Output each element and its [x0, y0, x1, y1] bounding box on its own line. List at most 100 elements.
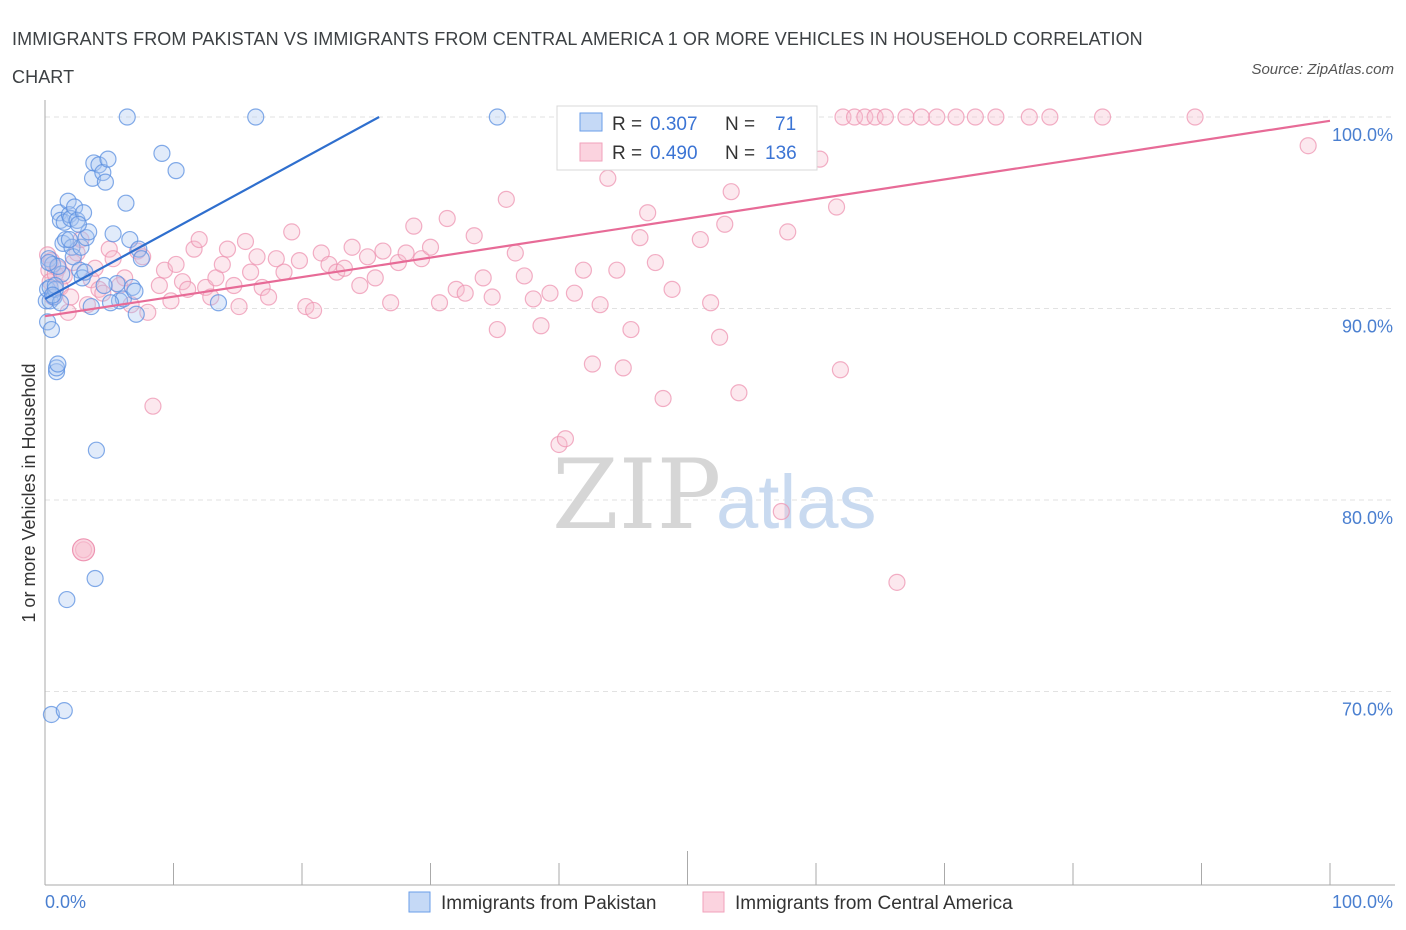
series-central-america [38, 108, 1317, 591]
data-point-central-america [506, 244, 524, 262]
data-point-central-america [897, 108, 915, 126]
data-point-pakistan [69, 215, 88, 233]
data-point-central-america [150, 276, 168, 295]
stats-n-label-pakistan: N = [725, 114, 755, 135]
x-tick-label: 100.0% [1332, 892, 1393, 912]
data-point-central-america [190, 230, 208, 249]
data-point-pakistan [132, 250, 150, 268]
stats-r-value-central-america: 0.490 [650, 143, 698, 164]
data-point-pakistan [40, 253, 58, 272]
data-point-central-america [405, 217, 423, 235]
legend: Immigrants from Pakistan Immigrants from… [408, 891, 1013, 914]
data-point-pakistan [82, 297, 100, 316]
chart-title: IMMIGRANTS FROM PAKISTAN VS IMMIGRANTS F… [12, 29, 1143, 87]
x-tick-label: 0.0% [45, 892, 86, 912]
data-point-central-america [483, 288, 501, 306]
data-point-central-america [185, 240, 203, 258]
data-point-central-america [430, 294, 449, 312]
data-point-central-america [382, 294, 400, 312]
data-point-central-america [488, 320, 506, 339]
data-point-pakistan [49, 257, 67, 275]
data-point-central-america [614, 359, 632, 377]
data-point-central-america [947, 108, 965, 126]
data-point-central-america [599, 169, 617, 187]
data-point-central-america [876, 108, 894, 126]
watermark-zip: ZIP [552, 439, 721, 551]
y-axis-label: 1 or more Vehicles in Household [19, 363, 39, 622]
data-point-central-america [1020, 108, 1038, 126]
data-point-central-america [716, 215, 734, 233]
y-tick-label: 90.0% [1342, 317, 1393, 337]
watermark-atlas: atlas [716, 460, 877, 545]
data-point-central-america [987, 108, 1005, 126]
data-point-pakistan [488, 108, 506, 126]
data-point-central-america [639, 204, 657, 222]
data-point-pakistan [127, 305, 145, 323]
data-point-pakistan [101, 294, 120, 312]
data-point-central-america [267, 250, 285, 268]
trend-line-central-america [44, 119, 1331, 318]
trend-lines [44, 116, 1331, 318]
data-point-central-america [290, 252, 309, 270]
series-pakistan [37, 108, 506, 724]
legend-label-central-america: Immigrants from Central America [735, 893, 1013, 914]
y-tick-label: 80.0% [1342, 508, 1393, 528]
data-point-central-america [779, 223, 797, 241]
x-tick-labels: 0.0% 100.0% [45, 892, 1393, 912]
data-point-pakistan [118, 108, 136, 126]
data-point-central-america [532, 317, 550, 335]
data-point-central-america [144, 397, 162, 415]
data-point-central-america [304, 301, 323, 320]
data-point-central-america [351, 276, 369, 295]
data-point-central-america [421, 238, 440, 256]
data-point-central-america [591, 296, 609, 314]
data-point-pakistan [60, 230, 79, 249]
stats-r-label-central-america: R = [612, 143, 642, 164]
data-point-central-america [358, 248, 377, 266]
data-point-central-america [646, 253, 664, 272]
data-point-pakistan [96, 173, 114, 191]
data-point-central-america [167, 255, 185, 274]
legend-label-pakistan: Immigrants from Pakistan [441, 893, 656, 914]
data-point-pakistan [247, 108, 265, 126]
data-point-central-america [497, 190, 515, 208]
data-point-pakistan [86, 569, 104, 588]
data-point-central-america [397, 244, 415, 262]
data-point-central-america [1186, 108, 1204, 126]
data-point-central-america [474, 269, 492, 287]
data-point-central-america [622, 320, 640, 339]
trend-line-pakistan [44, 116, 380, 300]
gridlines [45, 116, 1395, 692]
axes [44, 100, 1395, 886]
stats-r-label-pakistan: R = [612, 114, 642, 135]
data-point-central-america [465, 227, 483, 245]
data-point-pakistan [58, 590, 76, 609]
data-point-central-america [654, 389, 672, 408]
data-point-central-america [663, 280, 681, 298]
data-point-central-america [888, 573, 906, 591]
stats-r-value-pakistan: 0.307 [650, 114, 698, 135]
y-tick-label: 70.0% [1342, 700, 1393, 720]
data-point-pakistan [42, 320, 61, 339]
data-point-central-america [515, 267, 533, 285]
stats-box: R = 0.307 N = 71 R = 0.490 N = 136 [556, 105, 818, 171]
data-point-pakistan [87, 441, 106, 459]
data-point-central-america [343, 238, 361, 256]
data-point-central-america [912, 108, 930, 126]
data-point-pakistan [65, 198, 84, 216]
data-point-central-america [283, 223, 301, 241]
data-point-central-america [259, 288, 278, 306]
data-point-pakistan [95, 276, 113, 295]
data-point-central-america [730, 384, 748, 402]
data-point-central-america [583, 355, 602, 373]
data-point-central-america [827, 198, 846, 216]
stats-n-label-central-america: N = [725, 143, 755, 164]
data-point-central-america [966, 108, 984, 126]
data-point-central-america [524, 290, 542, 308]
data-point-central-america [541, 284, 559, 302]
data-point-central-america [550, 435, 568, 454]
data-point-pakistan [49, 355, 67, 373]
data-point-pakistan [99, 150, 117, 168]
data-point-central-america [275, 263, 293, 281]
stats-n-value-pakistan: 71 [775, 114, 796, 135]
